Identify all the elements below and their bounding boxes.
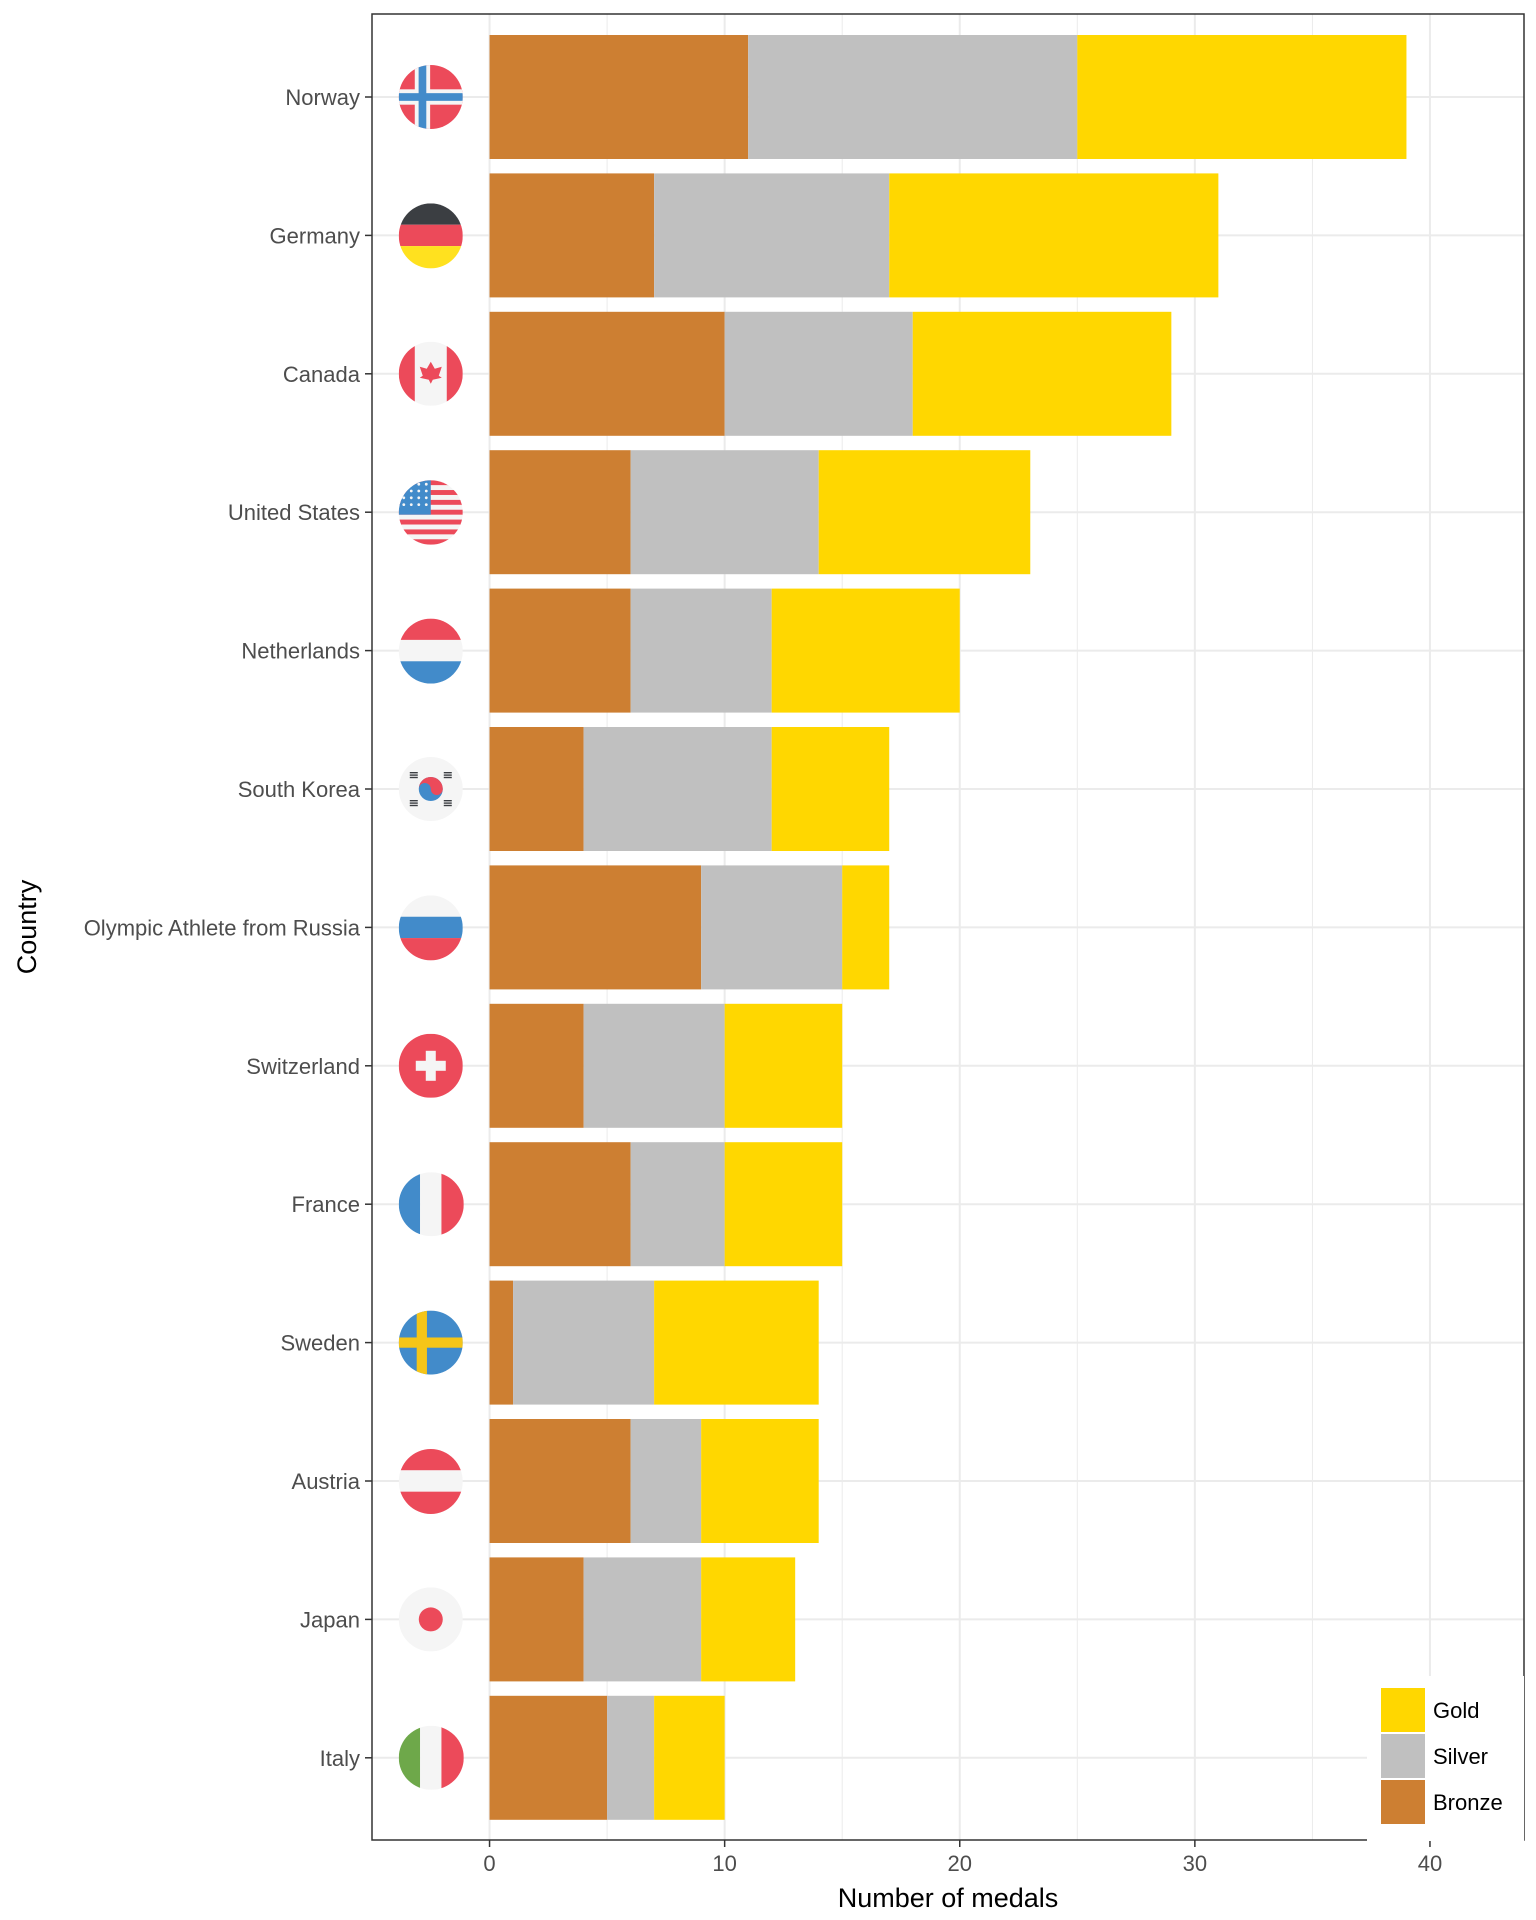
x-axis-title: Number of medals xyxy=(838,1883,1059,1913)
y-tick-label: France xyxy=(292,1192,360,1217)
legend-key-gold xyxy=(1381,1688,1425,1732)
bar-gold-norway xyxy=(1077,35,1407,159)
y-tick-label: Japan xyxy=(300,1607,360,1632)
legend-label: Gold xyxy=(1433,1698,1479,1723)
bar-bronze-olympic-athlete-from-russia xyxy=(489,865,702,990)
bar-gold-japan xyxy=(701,1557,796,1682)
bar-gold-germany xyxy=(889,173,1219,298)
bar-silver-olympic-athlete-from-russia xyxy=(701,865,843,990)
bar-silver-canada xyxy=(724,311,913,436)
y-tick-label: Italy xyxy=(320,1746,360,1771)
bar-bronze-norway xyxy=(489,35,749,159)
bar-bronze-germany xyxy=(489,173,655,298)
bar-silver-switzerland xyxy=(583,1003,725,1128)
bar-silver-germany xyxy=(654,173,890,298)
bar-silver-netherlands xyxy=(630,588,772,713)
bar-gold-italy xyxy=(654,1695,725,1820)
austria-flag-icon xyxy=(398,1449,463,1514)
bar-silver-sweden xyxy=(513,1280,655,1405)
bar-bronze-canada xyxy=(489,311,725,436)
flags xyxy=(398,65,464,1790)
y-tick-label: United States xyxy=(228,500,360,525)
y-axis-title: Country xyxy=(12,879,42,974)
x-tick-label: 40 xyxy=(1418,1851,1442,1876)
bar-gold-netherlands xyxy=(771,588,960,713)
x-tick-label: 30 xyxy=(1183,1851,1207,1876)
russia-flag-icon xyxy=(398,895,463,961)
legend: Gold Silver Bronze xyxy=(1367,1676,1524,1841)
bar-silver-italy xyxy=(607,1695,655,1820)
bar-silver-norway xyxy=(748,35,1078,159)
bar-bronze-south-korea xyxy=(489,727,584,851)
x-axis: 0 10 20 30 40 xyxy=(483,1840,1442,1876)
y-tick-label: Olympic Athlete from Russia xyxy=(84,915,361,940)
bar-gold-olympic-athlete-from-russia xyxy=(842,865,890,990)
bar-bronze-france xyxy=(489,1142,631,1267)
legend-label: Bronze xyxy=(1433,1790,1503,1815)
bar-bronze-japan xyxy=(489,1557,584,1682)
x-tick-label: 0 xyxy=(483,1851,495,1876)
south-korea-flag-icon xyxy=(398,757,463,821)
italy-flag-icon xyxy=(398,1725,464,1790)
y-tick-label: Austria xyxy=(292,1469,361,1494)
legend-key-silver xyxy=(1381,1734,1425,1778)
y-axis: Norway Germany Canada United States Netherla… xyxy=(84,85,372,1771)
netherlands-flag-icon xyxy=(398,618,463,684)
bar-gold-canada xyxy=(912,311,1172,436)
bar-bronze-netherlands xyxy=(489,588,631,713)
legend-label: Silver xyxy=(1433,1744,1488,1769)
bar-bronze-switzerland xyxy=(489,1003,584,1128)
canada-flag-icon xyxy=(398,341,463,406)
bar-bronze-united-states xyxy=(489,450,631,575)
norway-flag-icon xyxy=(398,65,463,129)
y-tick-label: Germany xyxy=(270,223,360,248)
united-states-flag-icon xyxy=(398,480,463,545)
bar-gold-sweden xyxy=(654,1280,819,1405)
bar-gold-austria xyxy=(701,1419,819,1543)
y-tick-label: Netherlands xyxy=(241,639,360,664)
bar-silver-japan xyxy=(583,1557,702,1682)
y-tick-label: Switzerland xyxy=(246,1054,360,1079)
bar-bronze-italy xyxy=(489,1695,608,1820)
bar-gold-united-states xyxy=(818,450,1031,575)
germany-flag-icon xyxy=(398,203,463,269)
japan-flag-icon xyxy=(398,1587,463,1652)
switzerland-flag-icon xyxy=(398,1033,463,1098)
y-tick-label: Norway xyxy=(285,85,360,110)
france-flag-icon xyxy=(398,1172,464,1237)
y-tick-label: Canada xyxy=(283,362,361,387)
x-tick-label: 20 xyxy=(948,1851,972,1876)
bar-bronze-austria xyxy=(489,1419,631,1543)
legend-key-bronze xyxy=(1381,1780,1425,1824)
bar-silver-united-states xyxy=(630,450,819,575)
bars xyxy=(489,35,1407,1820)
y-tick-label: Sweden xyxy=(280,1331,360,1356)
bar-gold-france xyxy=(724,1142,843,1267)
bar-gold-switzerland xyxy=(724,1003,843,1128)
x-tick-label: 10 xyxy=(712,1851,736,1876)
bar-gold-south-korea xyxy=(771,727,890,851)
bar-bronze-sweden xyxy=(489,1280,514,1405)
bar-silver-austria xyxy=(630,1419,702,1543)
y-tick-label: South Korea xyxy=(238,777,361,802)
bar-silver-south-korea xyxy=(583,727,772,851)
bar-silver-france xyxy=(630,1142,725,1267)
sweden-flag-icon xyxy=(398,1310,463,1375)
